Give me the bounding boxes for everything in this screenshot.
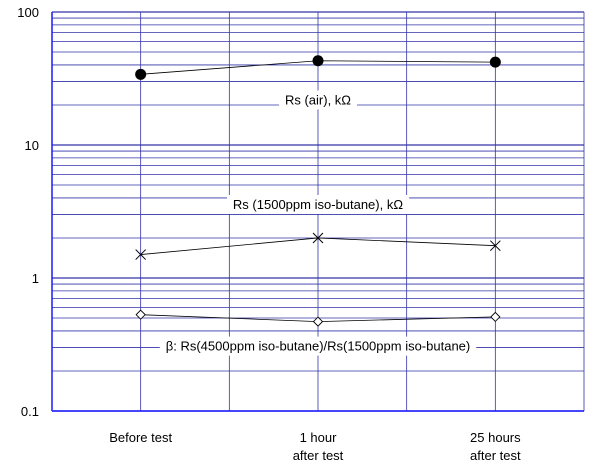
x-stroke	[312, 232, 324, 244]
annotation-text: Rs (1500ppm iso-butane), kΩ	[233, 197, 403, 212]
data-point-diamond	[312, 316, 324, 327]
data-point-diamond	[135, 309, 146, 320]
axes	[51, 12, 584, 412]
x-tick-label: 1 hour	[300, 430, 338, 445]
annotation-text: Rs (air), kΩ	[285, 92, 351, 107]
data-point-x	[489, 240, 501, 252]
data-point-circle	[135, 68, 147, 80]
series-lines	[135, 55, 501, 327]
annotation-text: β: Rs(4500ppm iso-butane)/Rs(1500ppm iso…	[166, 339, 470, 354]
y-tick-label: 100	[17, 5, 39, 20]
y-tick-label: 10	[25, 138, 39, 153]
annotations: Rs (air), kΩ Rs (1500ppm iso-butane), kΩ β…	[159, 90, 477, 356]
annotation-background	[226, 195, 410, 215]
x-tick-label: after test	[470, 448, 521, 463]
x-stroke	[489, 240, 501, 252]
annotation-background	[159, 336, 477, 356]
data-point-circle	[489, 56, 501, 68]
x-tick-label: after test	[293, 448, 344, 463]
x-tick-label: 25 hours	[470, 430, 521, 445]
data-point-x	[312, 232, 324, 244]
annotation-background	[278, 90, 358, 110]
x-tick-label: Before test	[109, 430, 172, 445]
data-point-circle	[312, 55, 324, 67]
series-annotation: β: Rs(4500ppm iso-butane)/Rs(1500ppm iso…	[159, 336, 477, 356]
series-annotation: Rs (air), kΩ	[278, 90, 358, 110]
y-tick-label: 1	[32, 271, 39, 286]
tick-labels: 0.1 1 10 100 Before test 1 hour after test 25 h…	[17, 5, 521, 463]
y-tick-label: 0.1	[21, 404, 39, 419]
x-stroke	[135, 249, 147, 260]
data-point-x	[135, 249, 147, 260]
series-annotation: Rs (1500ppm iso-butane), kΩ	[226, 195, 410, 215]
data-point-diamond	[490, 311, 501, 323]
